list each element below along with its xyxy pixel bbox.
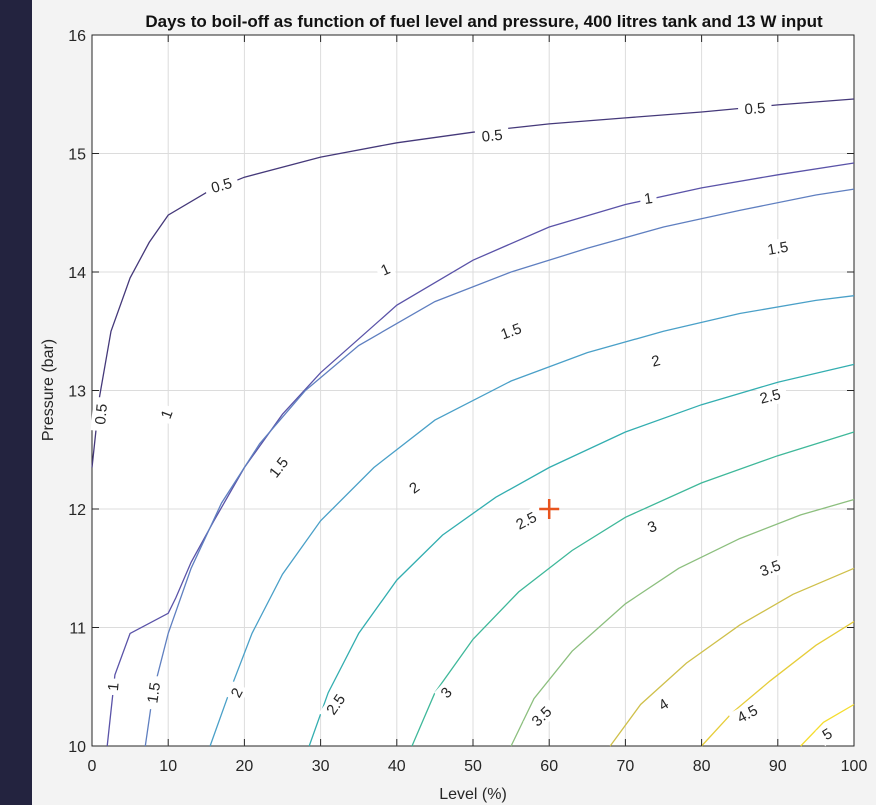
y-tick-label: 14 [68,265,86,282]
contour-line-0.5 [91,98,855,468]
contour-label-group: 1 [155,403,178,426]
contour-line-1.5 [144,188,855,747]
y-tick-label: 10 [68,739,86,756]
contour-label-0.5: 0.5 [481,127,504,146]
contour-label-group: 2 [645,350,667,372]
contour-label-backdrop [402,475,427,500]
contour-label-group: 1.5 [142,674,165,711]
chart-title: Days to boil-off as function of fuel lev… [145,12,823,31]
contour-label-0.5: 0.5 [92,403,111,425]
x-tick-label: 80 [693,758,711,775]
contour-line-2 [209,295,855,747]
contour-label-backdrop [759,236,796,261]
y-tick-label: 12 [68,502,86,519]
contour-label-group: 4 [651,692,676,717]
x-tick-label: 40 [388,758,406,775]
contour-label-1: 1 [105,682,123,692]
contour-label-group: 1 [103,677,123,696]
contour-label-group: 1.5 [759,236,796,261]
contour-label-group: 2 [224,681,249,705]
contour-label-group: 0.5 [202,172,241,199]
contour-chart: Days to boil-off as function of fuel lev… [16,0,876,805]
contour-label-backdrop [815,722,840,747]
contour-label-0.5: 0.5 [209,175,234,197]
contour-label-group: 1.5 [492,317,530,346]
x-tick-label: 60 [540,758,558,775]
y-tick-label: 13 [68,384,86,401]
contour-label-group: 3 [434,680,459,705]
contour-label-backdrop [155,403,178,426]
contour-label-backdrop [638,188,658,209]
x-tick-label: 100 [841,758,868,775]
y-tick-label: 16 [68,28,86,45]
contour-line-2.5 [308,363,855,747]
contour-line-3.5 [510,498,855,747]
contour-label-backdrop [523,698,560,735]
contour-label-backdrop [507,505,546,537]
contour-label-1.5: 1.5 [499,320,524,343]
contour-label-backdrop [751,383,789,410]
contour-label-group: 1 [374,258,397,282]
x-tick-label: 90 [769,758,787,775]
contour-line-4.5 [701,621,855,747]
contour-label-group: 5 [815,722,840,747]
contour-label-group: 2.5 [751,383,789,410]
x-tick-label: 0 [88,758,97,775]
x-tick-label: 20 [236,758,254,775]
contour-label-layer: 0.50.50.50.511111.51.51.51.52222.52.52.5… [90,98,840,747]
y-tick-label: 11 [69,621,86,638]
contour-label-backdrop [103,677,123,696]
contour-label-backdrop [751,554,790,583]
contour-label-group: 0.5 [90,396,112,432]
grid-layer [92,35,854,746]
contour-label-backdrop [641,515,664,539]
contour-label-backdrop [261,448,297,487]
y-axis-label: Pressure (bar) [40,339,57,441]
contour-label-group: 0.5 [737,98,773,119]
contour-label-group: 2 [402,475,427,500]
contour-line-4 [609,567,855,747]
contour-label-backdrop [434,680,459,705]
contour-label-backdrop [90,396,112,432]
x-tick-label: 50 [464,758,482,775]
x-tick-label: 30 [312,758,330,775]
contour-label-group: 3 [641,515,664,539]
contour-label-group: 1 [638,188,658,209]
x-tick-label: 70 [617,758,635,775]
contour-label-0.5: 0.5 [744,100,766,118]
contour-label-backdrop [645,350,667,372]
contour-label-backdrop [318,685,353,724]
contour-label-backdrop [737,98,773,119]
y-tick-label: 15 [68,147,86,164]
marker-layer [539,499,560,519]
contour-label-2.5: 2.5 [758,386,782,408]
contour-label-group: 3.5 [751,554,790,583]
x-tick-label: 10 [159,758,177,775]
contour-label-backdrop [474,124,510,147]
contour-label-2: 2 [650,352,662,371]
contour-label-3.5: 3.5 [758,557,783,580]
contour-label-backdrop [728,698,767,730]
contour-line-3 [411,431,855,747]
contour-line-5 [800,703,855,747]
contour-label-group: 0.5 [474,124,510,147]
contour-label-backdrop [492,317,530,346]
contour-label-backdrop [202,172,241,199]
contour-label-backdrop [651,692,676,717]
x-axis-label: Level (%) [439,786,507,803]
contour-label-1: 1 [643,190,654,208]
contour-label-1.5: 1.5 [766,239,789,259]
contour-label-1.5: 1.5 [144,681,164,704]
contour-label-backdrop [224,681,249,705]
contour-label-backdrop [142,674,165,711]
contour-label-backdrop [374,258,397,282]
